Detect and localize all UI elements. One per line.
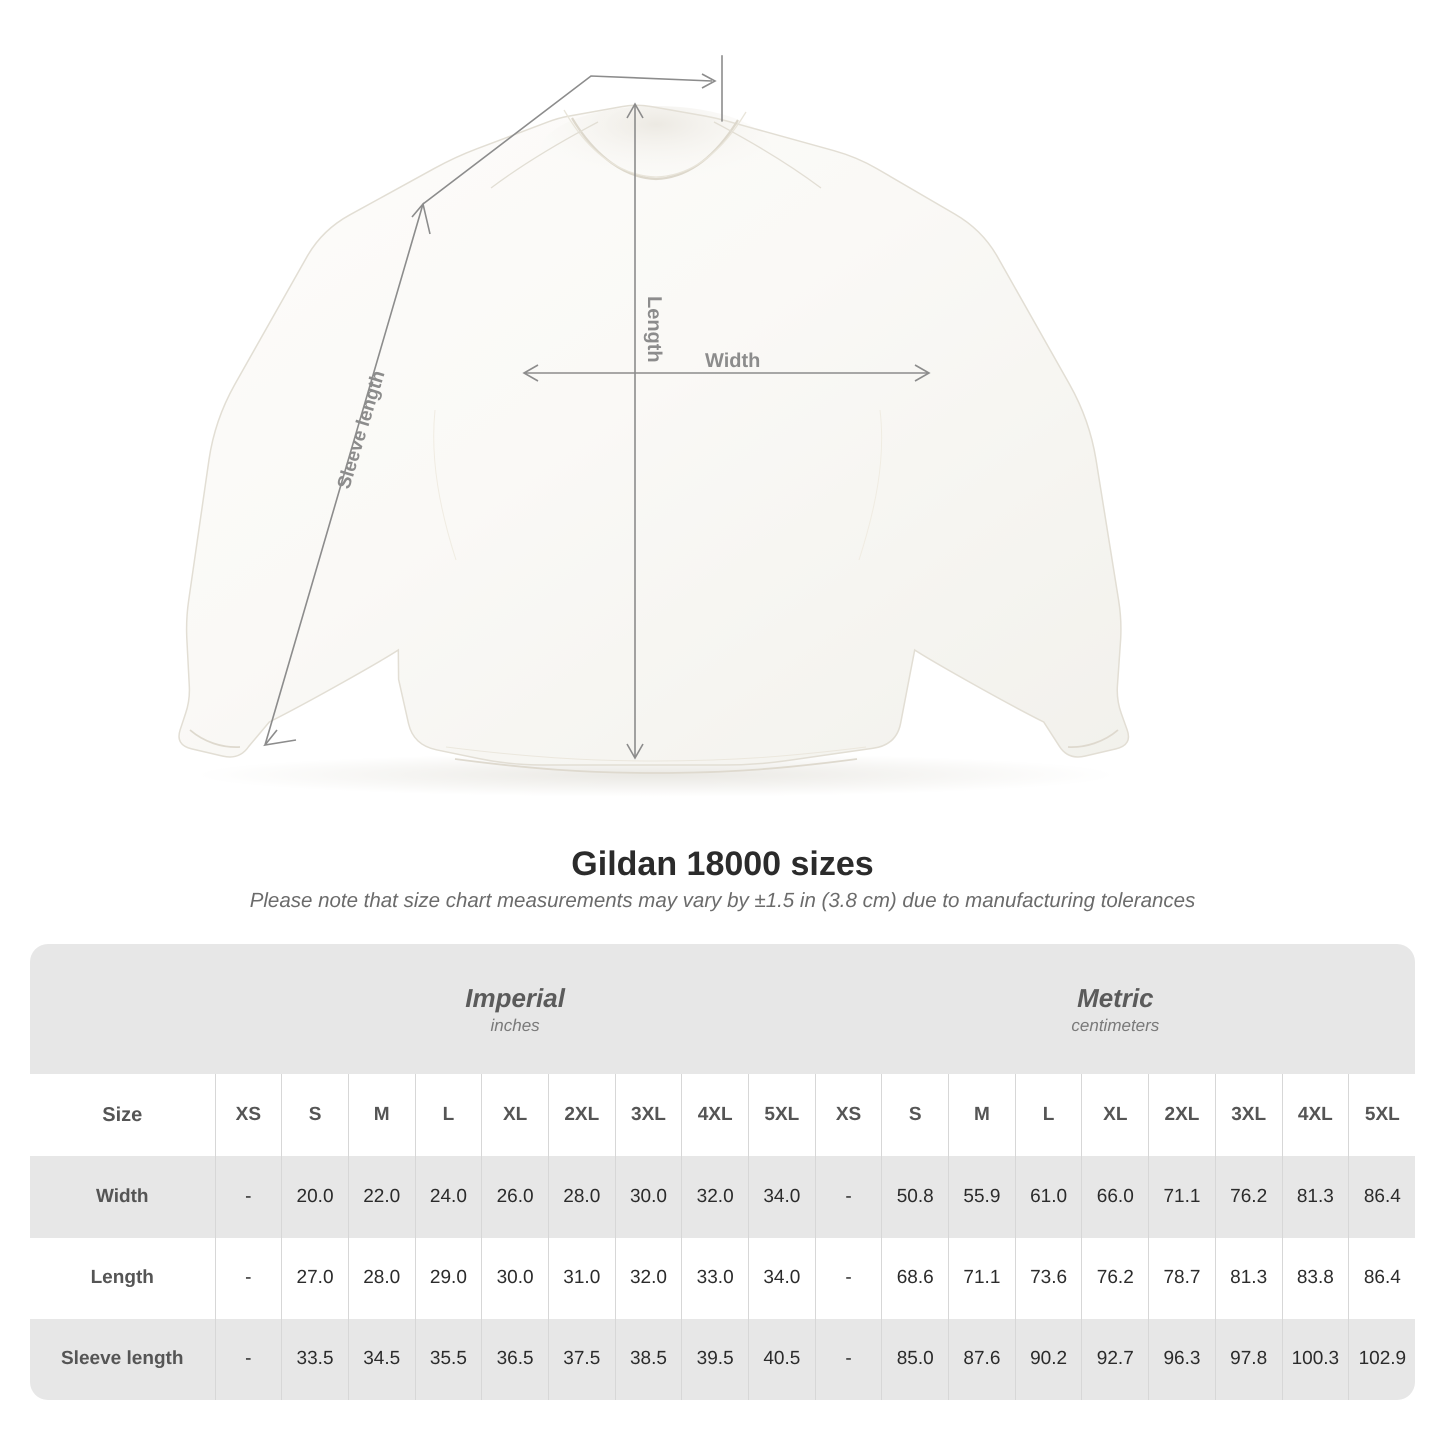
svg-text:Length: Length [643,296,665,363]
svg-text:Width: Width [705,350,760,372]
